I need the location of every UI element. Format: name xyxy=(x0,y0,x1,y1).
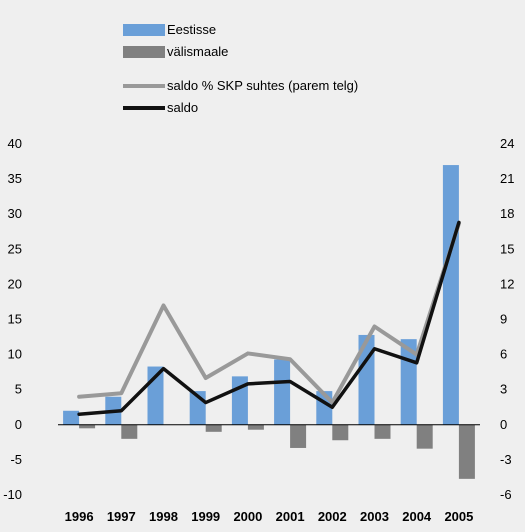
y-left-tick-label: -10 xyxy=(3,487,22,502)
y-right-tick-label: 18 xyxy=(500,206,514,221)
bar-valismaale-1996 xyxy=(79,424,96,429)
bar-eestisse-2001 xyxy=(274,359,291,425)
axes-layer: -10 -5 0 5 10 15 20 25 30 35 40 -6 -3 0 3 6 9 12 15 18 21 24 1… xyxy=(3,136,514,524)
bar-valismaale-2002 xyxy=(332,424,349,441)
y-right-tick-label: 24 xyxy=(500,136,514,151)
x-category-label: 2001 xyxy=(276,509,305,524)
x-category-label: 1997 xyxy=(107,509,136,524)
bar-valismaale-1999 xyxy=(205,424,222,432)
x-category-label: 2000 xyxy=(233,509,262,524)
bars-layer xyxy=(63,165,475,479)
bar-valismaale-2001 xyxy=(290,424,307,448)
y-left-tick-label: -5 xyxy=(10,452,22,467)
y-left-tick-label: 40 xyxy=(8,136,22,151)
bar-valismaale-2005 xyxy=(458,424,475,479)
bar-eestisse-2003 xyxy=(358,334,375,425)
y-left-tick-label: 0 xyxy=(15,417,22,432)
legend-label: saldo xyxy=(167,100,198,115)
legend-label: Eestisse xyxy=(167,22,216,37)
line-saldo xyxy=(77,220,461,417)
y-left-tick-label: 35 xyxy=(8,171,22,186)
bar-valismaale-2003 xyxy=(374,424,391,439)
bar-valismaale-1997 xyxy=(121,424,138,439)
x-category-label: 2002 xyxy=(318,509,347,524)
y-right-tick-label: 9 xyxy=(500,312,507,327)
y-right-tick-label: 3 xyxy=(500,382,507,397)
y-right-tick-label: 6 xyxy=(500,347,507,362)
legend-label: välismaale xyxy=(167,44,228,59)
y-right-tick-label: 12 xyxy=(500,276,514,291)
y-left-tick-label: 30 xyxy=(8,206,22,221)
legend-label: saldo % SKP suhtes (parem telg) xyxy=(167,78,358,93)
y-right-tick-label: 15 xyxy=(500,241,514,256)
bar-eestisse-2005 xyxy=(442,165,459,425)
legend-swatch-eestisse xyxy=(123,24,165,36)
y-right-tick-label: 21 xyxy=(500,171,514,186)
bar-valismaale-2004 xyxy=(416,424,433,449)
y-left-tick-label: 20 xyxy=(8,276,22,291)
y-left-tick-label: 25 xyxy=(8,241,22,256)
legend-swatch-valismaale xyxy=(123,46,165,58)
legend: Eestisse välismaale saldo % SKP suhtes (pa… xyxy=(123,22,358,115)
lines-layer xyxy=(77,220,461,417)
y-right-tick-label: -3 xyxy=(500,452,512,467)
y-right-tick-label: 0 xyxy=(500,417,507,432)
y-left-tick-label: 5 xyxy=(15,382,22,397)
bar-eestisse-1996 xyxy=(63,410,80,425)
y-right-tick-label: -6 xyxy=(500,487,512,502)
bar-valismaale-2000 xyxy=(247,424,264,430)
x-category-label: 1996 xyxy=(65,509,94,524)
x-category-label: 1999 xyxy=(191,509,220,524)
line-saldo-pct-skp xyxy=(77,221,461,405)
x-category-label: 2004 xyxy=(402,509,432,524)
x-category-label: 2005 xyxy=(444,509,473,524)
y-left-tick-label: 10 xyxy=(8,347,22,362)
x-category-label: 2003 xyxy=(360,509,389,524)
x-category-label: 1998 xyxy=(149,509,178,524)
y-left-tick-label: 15 xyxy=(8,312,22,327)
